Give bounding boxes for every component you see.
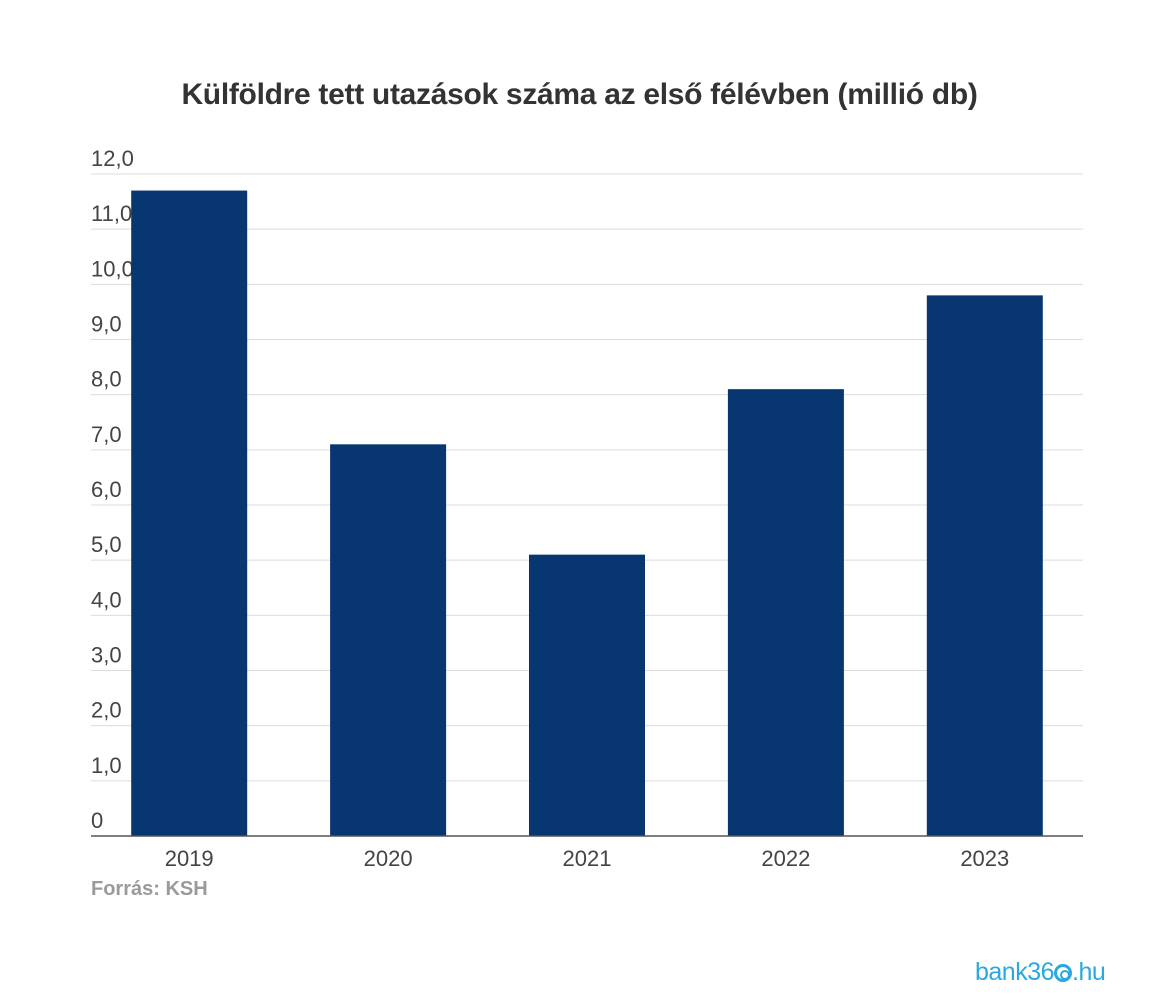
x-tick-label: 2021 xyxy=(563,846,612,871)
y-tick-label: 12,0 xyxy=(91,146,134,171)
bar-2022 xyxy=(727,389,844,836)
y-tick-label: 0 xyxy=(91,808,103,833)
y-tick-label: 4,0 xyxy=(91,587,122,612)
x-tick-label: 2019 xyxy=(165,846,214,871)
bank360-logo: bank36 .hu xyxy=(975,958,1106,987)
logo-text-pre: bank36 xyxy=(975,958,1055,986)
x-tick-label: 2022 xyxy=(761,846,810,871)
chart-title: Külföldre tett utazások száma az első fé… xyxy=(181,78,978,111)
x-tick-label: 2020 xyxy=(364,846,413,871)
y-tick-label: 3,0 xyxy=(91,643,122,668)
y-tick-label: 7,0 xyxy=(91,422,122,447)
source-note: Forrás: KSH xyxy=(91,878,208,900)
y-tick-label: 2,0 xyxy=(91,698,122,723)
logo-target-icon xyxy=(1054,964,1073,982)
logo-text-post: .hu xyxy=(1072,958,1106,986)
bar-2021 xyxy=(529,554,645,836)
x-tick-label: 2023 xyxy=(960,846,1009,871)
bar-2023 xyxy=(926,295,1043,836)
y-tick-label: 10,0 xyxy=(91,256,134,281)
y-tick-label: 1,0 xyxy=(91,753,122,778)
y-tick-label: 5,0 xyxy=(91,532,122,557)
bar-2020 xyxy=(330,444,447,836)
bar-2019 xyxy=(131,190,248,837)
y-tick-label: 9,0 xyxy=(91,312,122,337)
y-tick-label: 6,0 xyxy=(91,477,122,502)
y-tick-label: 8,0 xyxy=(91,367,122,392)
y-tick-label: 11,0 xyxy=(91,201,132,226)
